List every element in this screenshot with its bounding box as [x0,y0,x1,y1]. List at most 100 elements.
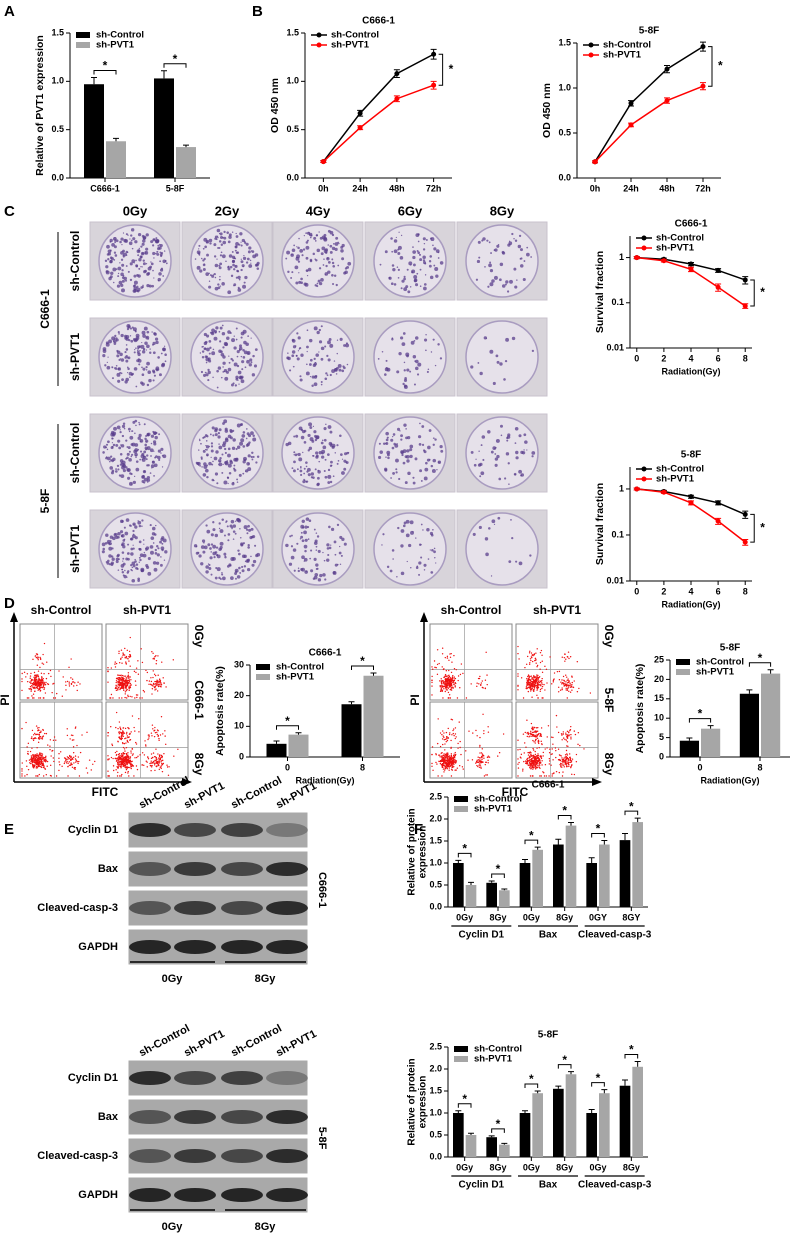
event [31,686,34,688]
event [481,757,483,759]
colony [214,533,219,538]
colony [250,455,253,459]
colony [329,244,333,248]
event [154,674,157,677]
colony [135,336,140,340]
colony [198,438,201,440]
y-tick-label: 1.5 [51,27,64,37]
event [107,667,109,669]
colony [128,376,131,378]
colony [123,238,127,243]
colony [505,280,509,284]
colony [217,435,221,439]
band [174,862,216,876]
event [561,757,563,759]
band [174,1149,216,1163]
event [559,763,561,766]
event [441,682,443,685]
colony [160,546,165,551]
colony [122,254,125,257]
colony [227,463,232,468]
colony [210,551,212,553]
event [527,764,529,766]
event [435,761,437,764]
colony [149,351,152,354]
event [444,749,446,751]
colony [206,241,208,244]
colony [132,480,136,485]
colony [337,264,340,267]
event [579,744,581,747]
event [164,735,166,737]
event [442,743,444,746]
event [450,684,453,686]
event [49,739,52,741]
colony [309,236,312,239]
colony [490,575,493,577]
colony [316,535,320,538]
colony [336,462,339,465]
event [534,735,537,737]
colony [119,463,122,466]
event [163,753,165,755]
colony [204,468,209,473]
event [555,770,558,773]
colony [135,385,138,388]
event [156,733,158,736]
event [43,766,45,768]
colony [433,247,437,251]
colony [321,439,324,442]
event [157,674,159,676]
colony [228,471,232,475]
plate [465,224,539,298]
event [61,765,63,768]
event [153,673,156,676]
event [453,679,456,682]
band [129,1188,171,1202]
event [565,758,568,760]
event [39,679,42,681]
event [115,769,117,771]
colony [122,275,125,277]
event [122,688,125,690]
colony [155,431,158,435]
colony [477,463,482,467]
event [440,678,442,680]
protein-label: GAPDH [78,941,118,953]
event [561,681,564,684]
colony [155,237,158,240]
event [144,744,147,746]
colony [305,256,309,260]
event [563,656,566,659]
colony [331,273,334,277]
event [41,681,44,684]
colony [214,263,219,268]
event [436,673,439,676]
event [566,762,568,764]
colony [326,354,329,357]
colony [219,456,222,460]
event [530,690,532,692]
colony [124,334,128,338]
event [532,762,534,764]
event [487,762,489,764]
colony [114,239,117,241]
event [134,697,136,699]
event [36,727,39,729]
colony [400,287,403,290]
colony [219,262,223,266]
event [567,760,570,762]
colony [520,257,523,260]
event [37,659,39,661]
colony [321,246,326,251]
event [27,742,30,745]
colony [207,379,210,382]
colony [231,383,234,387]
event [77,756,80,758]
event [443,761,445,764]
colony [146,464,149,467]
event [126,649,129,652]
event [155,762,157,764]
event [479,764,482,766]
colony [221,331,226,336]
